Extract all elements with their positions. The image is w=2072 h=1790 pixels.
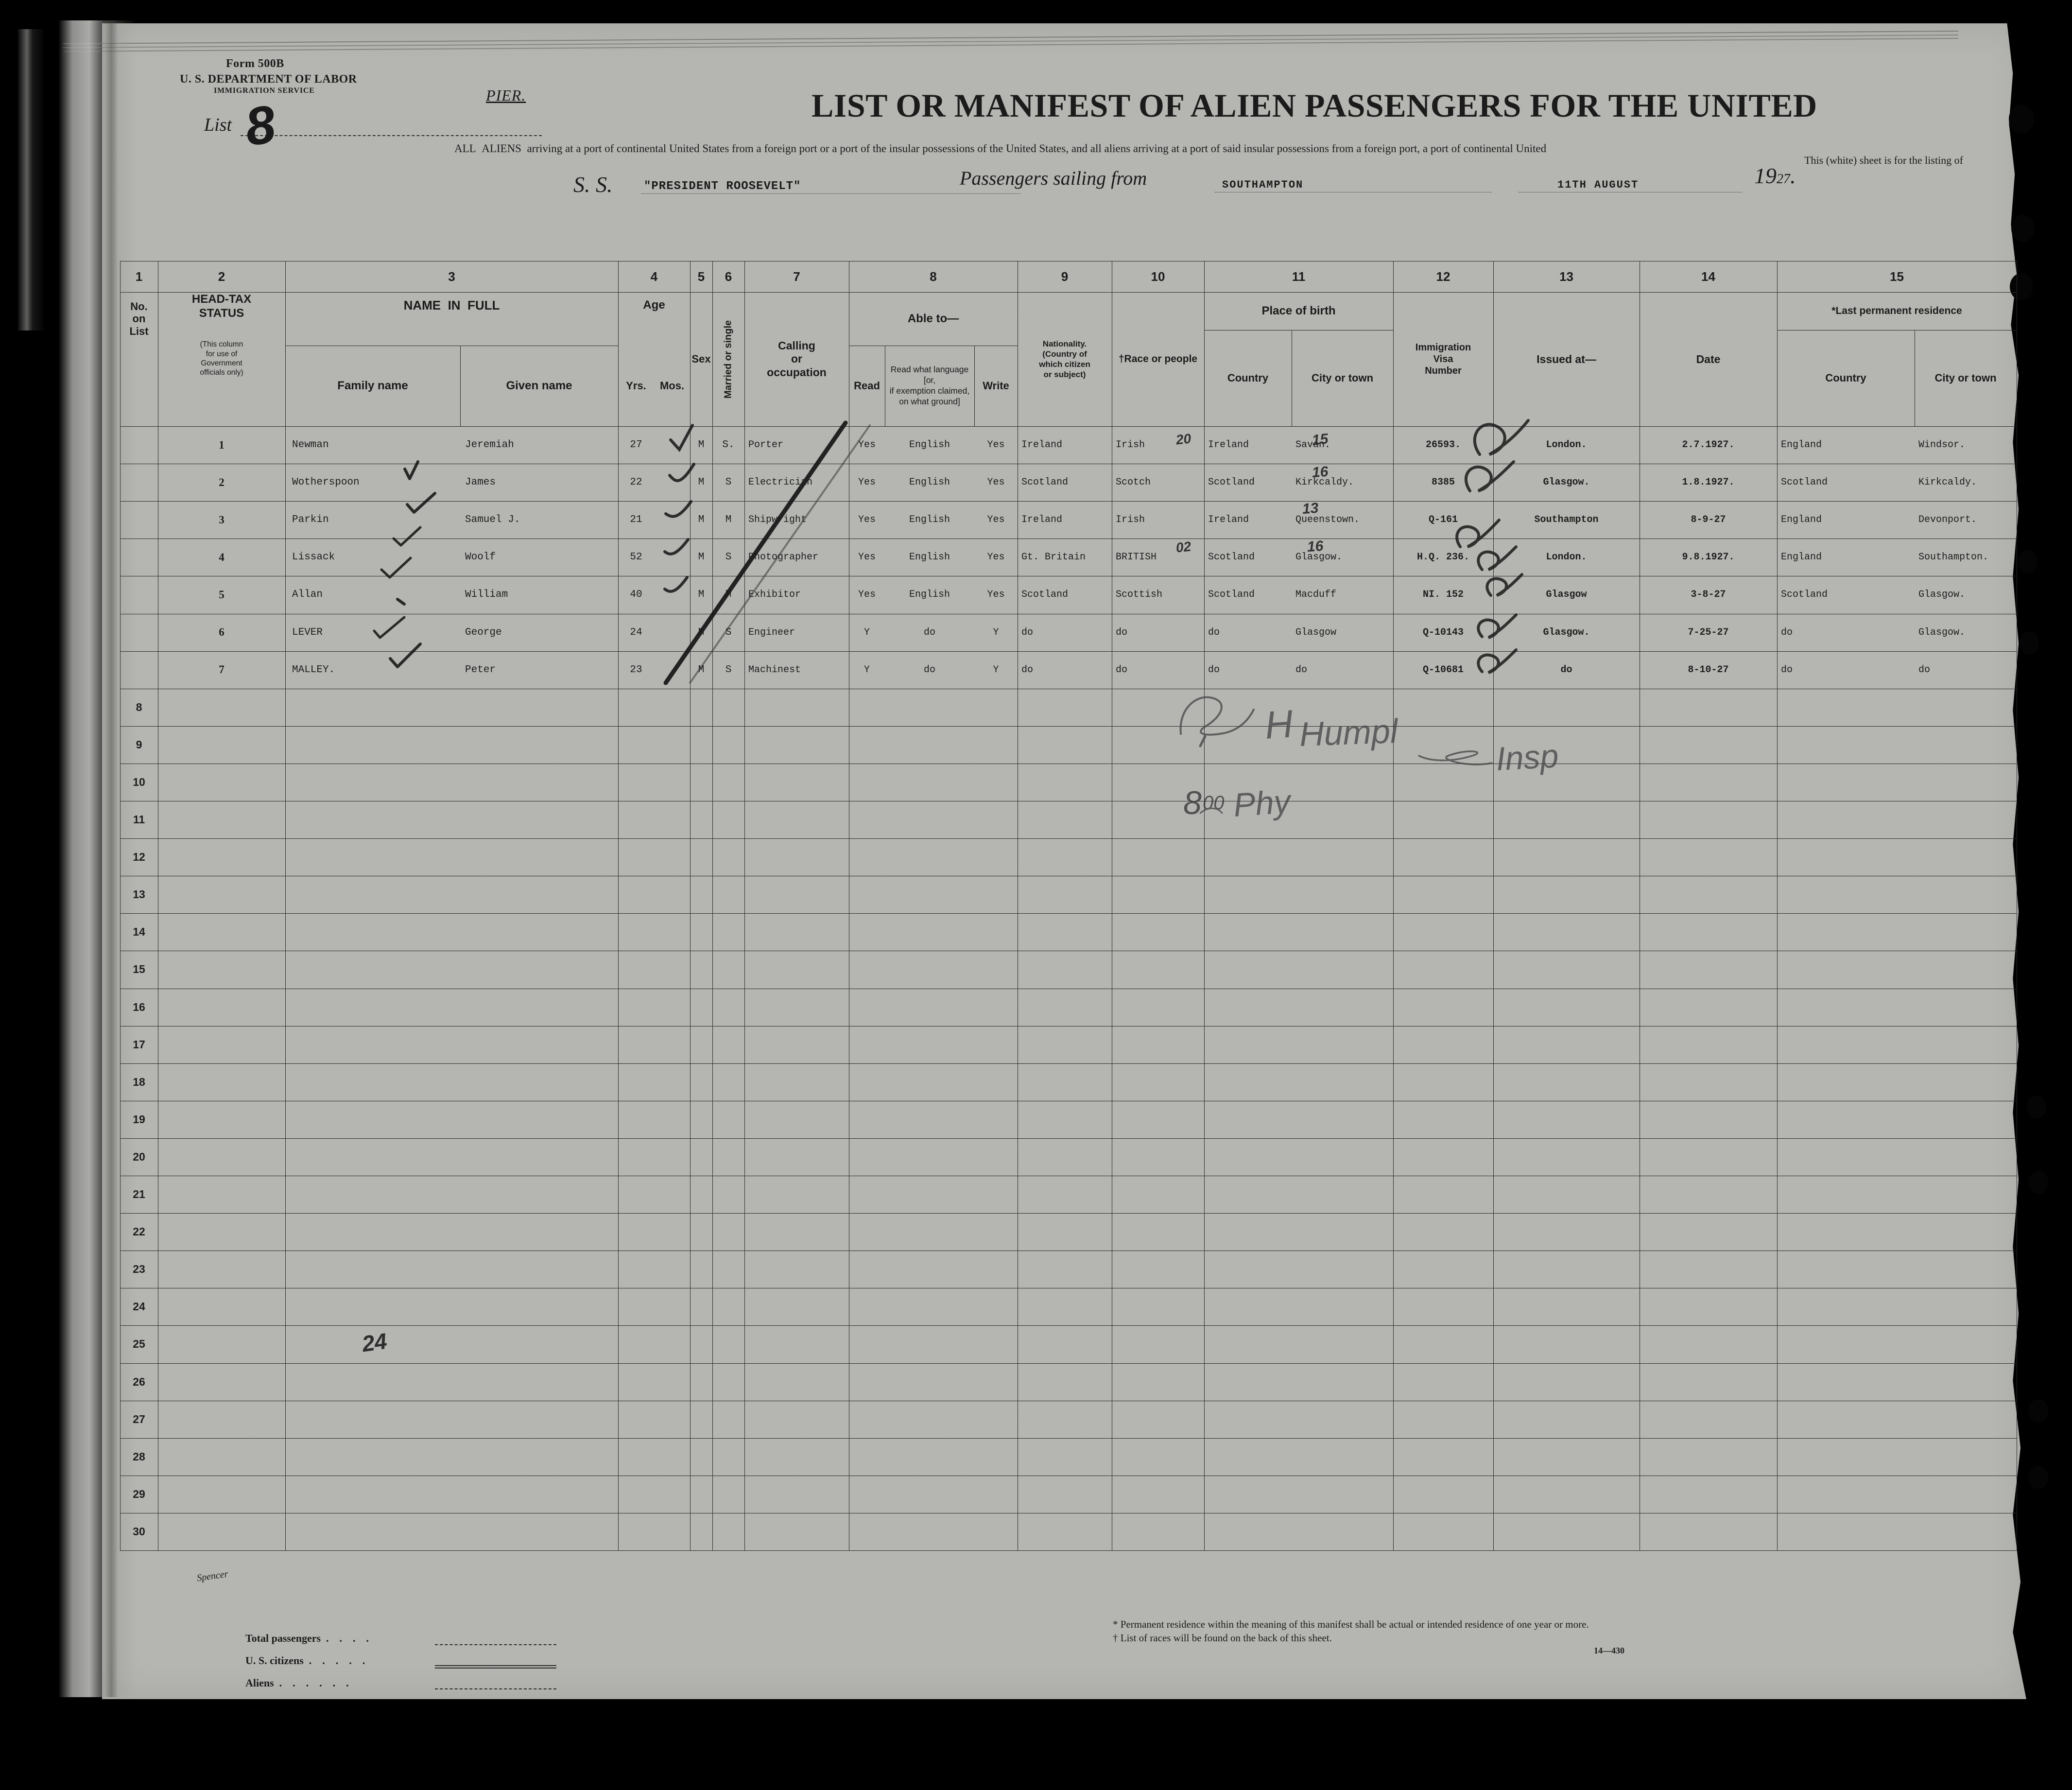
svg-text:Insp: Insp: [1495, 737, 1559, 778]
svg-text:00: 00: [1203, 792, 1225, 814]
svg-text:Phy: Phy: [1232, 783, 1294, 824]
svg-text:8: 8: [1183, 784, 1202, 821]
svg-text:H: H: [1263, 702, 1295, 747]
svg-text:Humpl: Humpl: [1299, 712, 1399, 753]
